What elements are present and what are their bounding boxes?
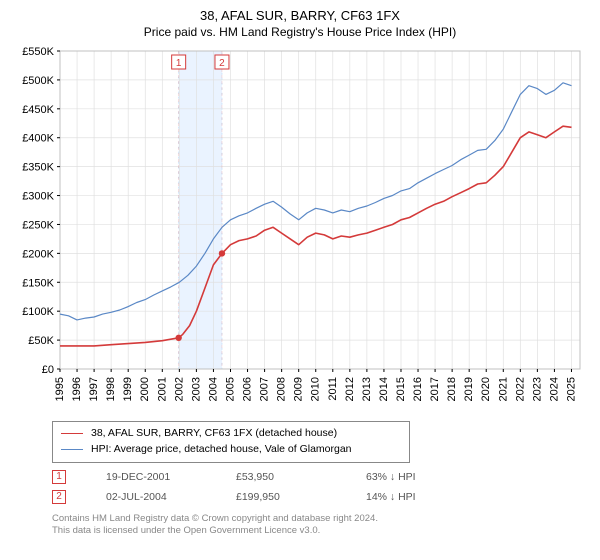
svg-text:£300K: £300K xyxy=(22,191,54,203)
chart-title-address: 38, AFAL SUR, BARRY, CF63 1FX xyxy=(12,8,588,23)
sales-row-2: 2 02-JUL-2004 £199,950 14% ↓ HPI xyxy=(52,487,588,507)
svg-text:2024: 2024 xyxy=(548,377,560,401)
sale-price-1: £53,950 xyxy=(236,471,326,483)
legend-swatch-price-paid xyxy=(61,433,83,434)
svg-text:1997: 1997 xyxy=(88,377,100,401)
svg-text:2020: 2020 xyxy=(480,377,492,401)
footer-line-2: This data is licensed under the Open Gov… xyxy=(52,525,588,537)
sale-marker-badge-1: 1 xyxy=(52,470,66,484)
svg-text:2022: 2022 xyxy=(514,377,526,401)
svg-text:£100K: £100K xyxy=(22,306,54,318)
sales-row-1: 1 19-DEC-2001 £53,950 63% ↓ HPI xyxy=(52,467,588,487)
legend-row-hpi: HPI: Average price, detached house, Vale… xyxy=(61,442,401,458)
svg-text:2000: 2000 xyxy=(139,377,151,401)
svg-text:1999: 1999 xyxy=(122,377,134,401)
legend-label-hpi: HPI: Average price, detached house, Vale… xyxy=(91,442,352,458)
sale-vs-hpi-2: 14% ↓ HPI xyxy=(366,491,456,503)
svg-text:2017: 2017 xyxy=(429,377,441,401)
chart-container: 38, AFAL SUR, BARRY, CF63 1FX Price paid… xyxy=(0,0,600,560)
legend-swatch-hpi xyxy=(61,449,83,450)
svg-text:2021: 2021 xyxy=(497,377,509,401)
svg-text:£200K: £200K xyxy=(22,248,54,260)
svg-text:£50K: £50K xyxy=(28,335,54,347)
svg-text:2018: 2018 xyxy=(446,377,458,401)
svg-text:2008: 2008 xyxy=(276,377,288,401)
svg-text:2004: 2004 xyxy=(207,377,219,401)
chart-area: 1 2 £0 £50K £100K £150K £200K £250K £300K £350K £4… xyxy=(12,45,588,415)
svg-text:2002: 2002 xyxy=(173,377,185,401)
sale-date-1: 19-DEC-2001 xyxy=(106,471,196,483)
svg-text:£500K: £500K xyxy=(22,75,54,87)
svg-text:2011: 2011 xyxy=(327,377,339,401)
svg-text:2007: 2007 xyxy=(259,377,271,401)
svg-text:£400K: £400K xyxy=(22,133,54,145)
svg-text:2001: 2001 xyxy=(156,377,168,401)
svg-text:2010: 2010 xyxy=(310,377,322,401)
svg-text:2019: 2019 xyxy=(463,377,475,401)
svg-text:2: 2 xyxy=(219,58,225,69)
svg-text:£0: £0 xyxy=(42,364,54,376)
legend-row-price-paid: 38, AFAL SUR, BARRY, CF63 1FX (detached … xyxy=(61,426,401,442)
svg-text:£250K: £250K xyxy=(22,219,54,231)
svg-text:£350K: £350K xyxy=(22,162,54,174)
svg-text:2016: 2016 xyxy=(412,377,424,401)
svg-text:2014: 2014 xyxy=(378,377,390,401)
svg-text:2023: 2023 xyxy=(531,377,543,401)
sale-vs-hpi-1: 63% ↓ HPI xyxy=(366,471,456,483)
svg-text:2025: 2025 xyxy=(565,377,577,401)
footer-attribution: Contains HM Land Registry data © Crown c… xyxy=(52,513,588,538)
sale-marker-badge-2: 2 xyxy=(52,490,66,504)
svg-text:2005: 2005 xyxy=(224,377,236,401)
svg-text:1995: 1995 xyxy=(54,377,66,401)
svg-text:2006: 2006 xyxy=(242,377,254,401)
svg-text:£550K: £550K xyxy=(22,46,54,58)
legend-label-price-paid: 38, AFAL SUR, BARRY, CF63 1FX (detached … xyxy=(91,426,337,442)
svg-text:2013: 2013 xyxy=(361,377,373,401)
footer-line-1: Contains HM Land Registry data © Crown c… xyxy=(52,513,588,525)
svg-text:1998: 1998 xyxy=(105,377,117,401)
sale-price-2: £199,950 xyxy=(236,491,326,503)
svg-text:1996: 1996 xyxy=(71,377,83,401)
svg-text:2009: 2009 xyxy=(293,377,305,401)
svg-text:£150K: £150K xyxy=(22,277,54,289)
svg-text:2003: 2003 xyxy=(190,377,202,401)
svg-text:£450K: £450K xyxy=(22,104,54,116)
chart-subtitle: Price paid vs. HM Land Registry's House … xyxy=(12,25,588,39)
svg-text:2015: 2015 xyxy=(395,377,407,401)
sales-table: 1 19-DEC-2001 £53,950 63% ↓ HPI 2 02-JUL… xyxy=(52,467,588,507)
legend-box: 38, AFAL SUR, BARRY, CF63 1FX (detached … xyxy=(52,421,410,463)
sale-date-2: 02-JUL-2004 xyxy=(106,491,196,503)
svg-text:2012: 2012 xyxy=(344,377,356,401)
svg-text:1: 1 xyxy=(176,58,182,69)
chart-svg: 1 2 £0 £50K £100K £150K £200K £250K £300K £350K £4… xyxy=(12,45,588,415)
